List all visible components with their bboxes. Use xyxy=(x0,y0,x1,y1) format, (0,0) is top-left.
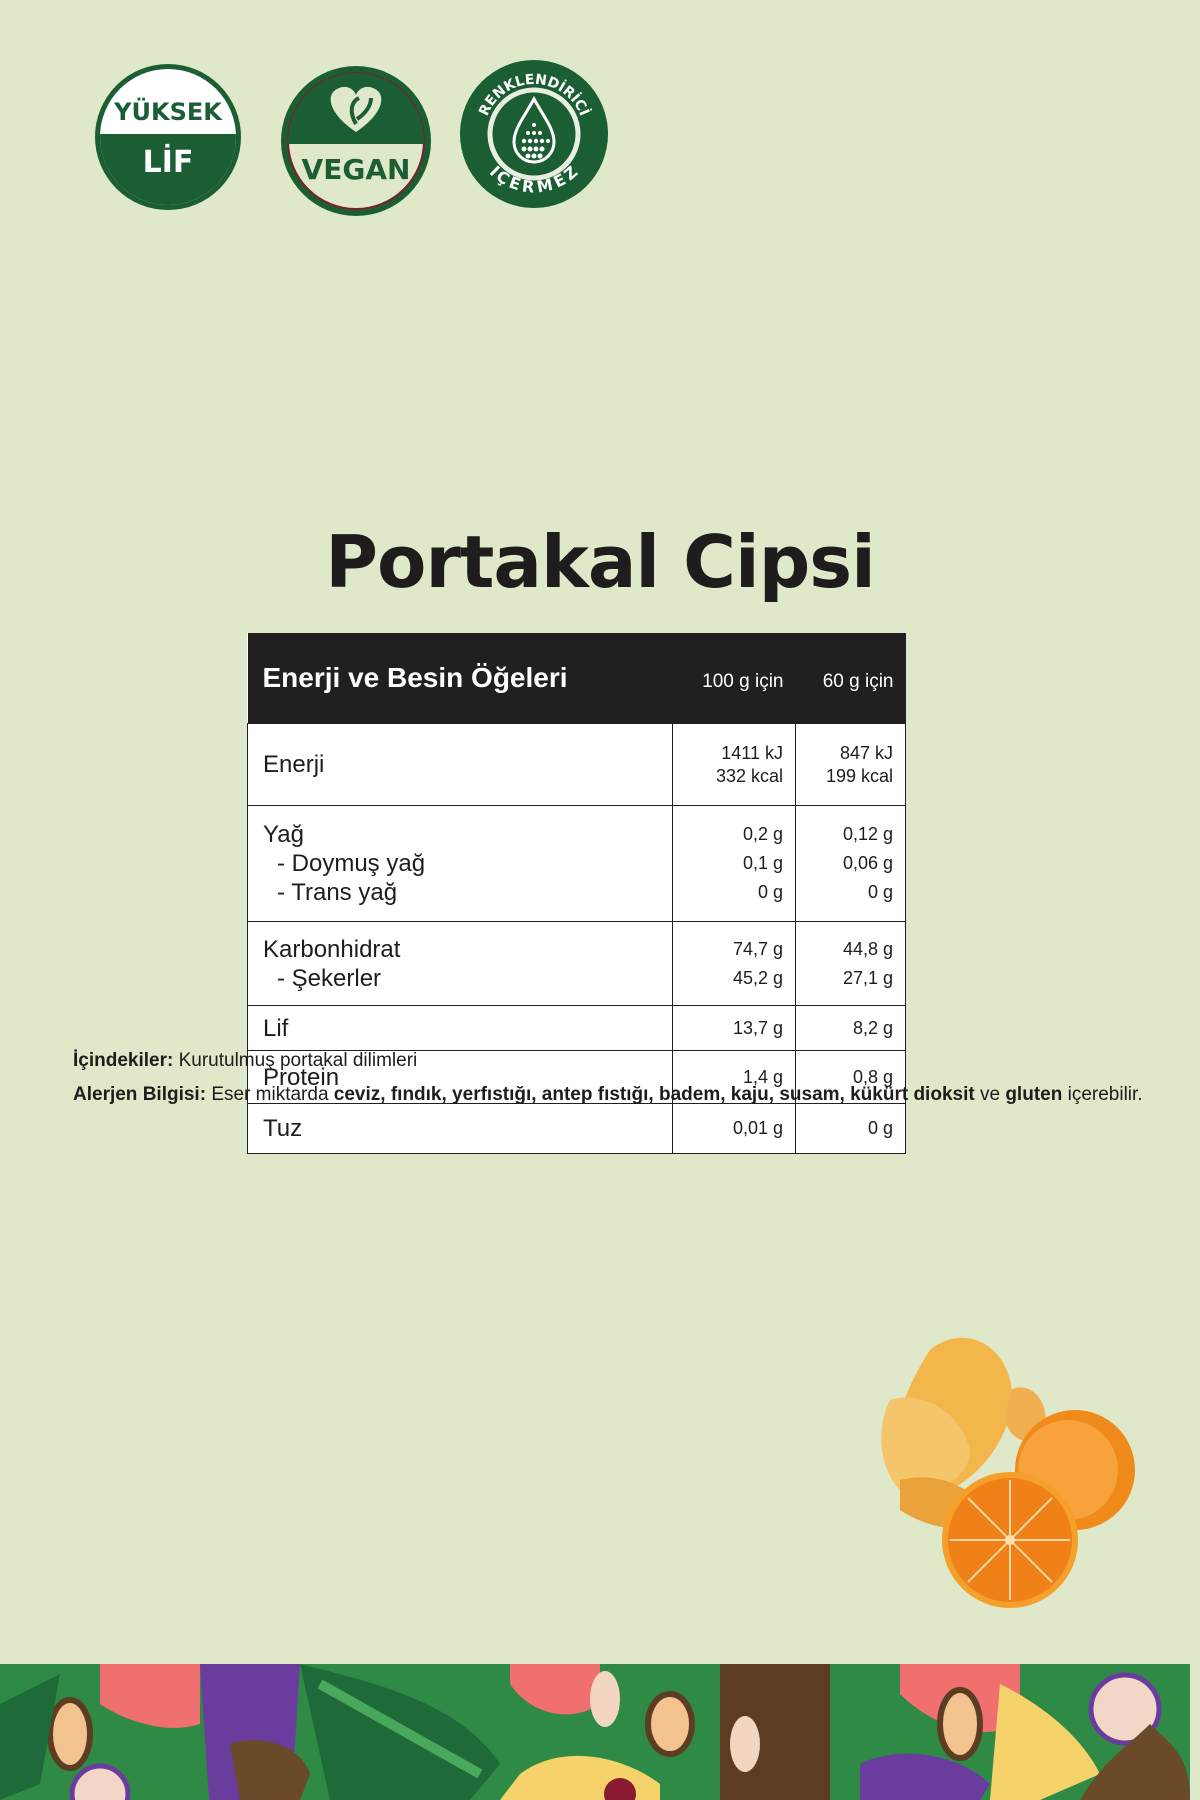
allergen-label: Alerjen Bilgisi: xyxy=(73,1084,207,1105)
row-label: Yağ - Doymuş yağ - Trans yağ xyxy=(247,805,673,922)
header-per-60g: 60 g için xyxy=(795,633,906,724)
badge-lif-text: LİF xyxy=(143,144,194,180)
table-row-protein: Protein 1,4 g 0,8 g xyxy=(247,1050,906,1104)
row-value-60g: 8,2 g xyxy=(795,1005,906,1051)
ingredients-label: İçindekiler: xyxy=(73,1050,174,1071)
nutrition-table: Enerji ve Besin Öğeleri 100 g için 60 g … xyxy=(247,633,906,1154)
heart-leaf-icon xyxy=(330,86,382,132)
high-fiber-badge: YÜKSEK LİF xyxy=(95,64,241,210)
no-colorants-badge: RENKLENDİRİCİ İÇERMEZ xyxy=(460,60,608,208)
allergen-text: Eser miktarda xyxy=(211,1084,329,1105)
vegan-badge: VEGAN xyxy=(281,66,431,216)
row-value-100g: 74,7 g 45,2 g xyxy=(672,921,796,1006)
row-label: Enerji xyxy=(247,723,673,806)
row-label: Tuz xyxy=(247,1103,673,1154)
row-value-100g: 13,7 g xyxy=(672,1005,796,1051)
header-per-100g: 100 g için xyxy=(672,633,796,724)
allergen-text: içerebilir. xyxy=(1067,1084,1143,1105)
allergen-list: ceviz, fındık, yerfıstığı, antep fıstığı… xyxy=(333,1084,975,1105)
orange-chips-illustration xyxy=(881,1337,1135,1608)
table-row-salt: Tuz 0,01 g 0 g xyxy=(247,1103,906,1154)
row-label: Lif xyxy=(247,1005,673,1051)
row-value-60g: 0 g xyxy=(795,1103,906,1154)
allergen-line: Alerjen Bilgisi: Eser miktarda ceviz, fı… xyxy=(73,1084,1143,1106)
ingredients-text: Kurutulmuş portakal dilimleri xyxy=(178,1050,418,1071)
row-value-60g: 847 kJ 199 kcal xyxy=(795,723,906,806)
ingredients-line: İçindekiler: Kurutulmuş portakal dilimle… xyxy=(73,1050,417,1072)
row-label: Karbonhidrat - Şekerler xyxy=(247,921,673,1006)
header-nutrients: Enerji ve Besin Öğeleri xyxy=(247,633,673,724)
row-value-60g: 0,8 g xyxy=(795,1050,906,1104)
row-value-100g: 1,4 g xyxy=(672,1050,796,1104)
row-label: Protein xyxy=(247,1050,673,1104)
row-value-100g: 1411 kJ 332 kcal xyxy=(672,723,796,806)
table-row-carbohydrate: Karbonhidrat - Şekerler 74,7 g 45,2 g 44,8… xyxy=(247,921,906,1006)
product-title: Portakal Cipsi xyxy=(325,520,876,604)
row-value-100g: 0,01 g xyxy=(672,1103,796,1154)
allergen-gluten: gluten xyxy=(1005,1084,1063,1105)
drop-icon xyxy=(512,95,556,164)
fruit-pattern-banner xyxy=(0,1664,1190,1800)
row-value-60g: 44,8 g 27,1 g xyxy=(795,921,906,1006)
badge-vegan-text: VEGAN xyxy=(302,153,411,186)
badge-yuksek-text: YÜKSEK xyxy=(113,96,223,126)
table-row-energy: Enerji 1411 kJ 332 kcal 847 kJ 199 kcal xyxy=(247,723,906,806)
allergen-text: ve xyxy=(979,1084,1001,1105)
table-row-fiber: Lif 13,7 g 8,2 g xyxy=(247,1005,906,1051)
table-header: Enerji ve Besin Öğeleri 100 g için 60 g … xyxy=(247,633,906,724)
